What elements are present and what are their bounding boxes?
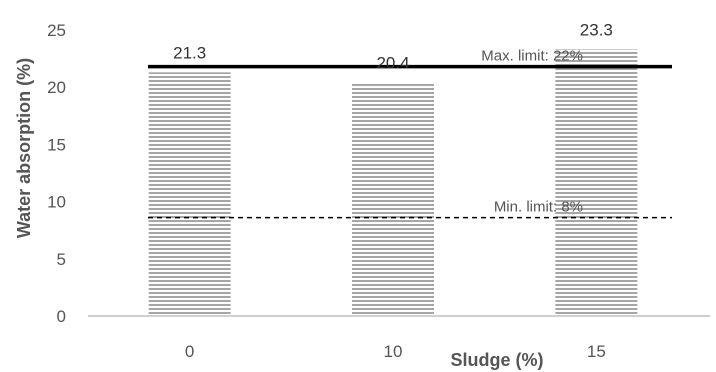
y-tick-label: 15 (47, 135, 66, 154)
reference-lines: Max. limit: 22% Min. limit: 8% (148, 48, 672, 219)
x-axis-title: Sludge (%) (451, 350, 544, 370)
x-tick-label: 0 (185, 342, 194, 361)
data-label: 23.3 (580, 20, 613, 39)
y-tick-label: 0 (57, 307, 66, 326)
y-tick-label: 10 (47, 193, 66, 212)
x-tick-label: 10 (384, 342, 403, 361)
bar (148, 72, 231, 316)
y-axis-ticks: 0 5 10 15 20 25 (47, 21, 66, 326)
y-tick-label: 5 (57, 250, 66, 269)
y-tick-label: 25 (47, 21, 66, 40)
y-axis-title: Water absorption (%) (14, 58, 34, 238)
reference-line-label: Max. limit: 22% (481, 48, 583, 65)
data-label: 21.3 (173, 43, 206, 62)
data-label: 20.4 (376, 54, 409, 73)
bar (555, 49, 638, 316)
bars (148, 49, 638, 317)
y-tick-label: 20 (47, 78, 66, 97)
reference-line-label: Min. limit: 8% (494, 199, 583, 216)
data-labels: 21.3 20.4 23.3 (173, 20, 613, 72)
x-tick-label: 15 (587, 342, 606, 361)
bar (352, 82, 434, 317)
x-axis-ticks: 0 10 15 (185, 342, 606, 361)
